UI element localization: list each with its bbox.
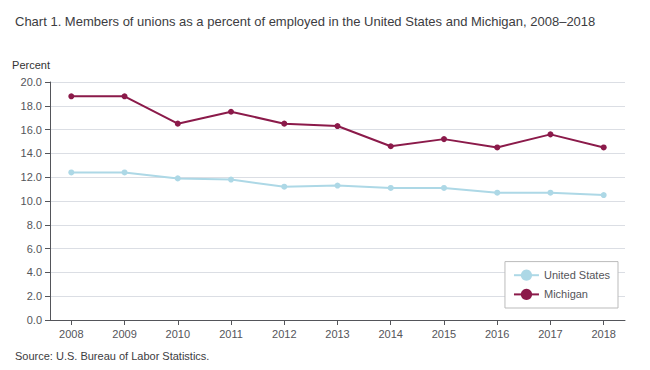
svg-text:6.0: 6.0 bbox=[27, 243, 42, 255]
svg-text:Michigan: Michigan bbox=[544, 288, 588, 300]
svg-text:16.0: 16.0 bbox=[21, 124, 42, 136]
svg-text:18.0: 18.0 bbox=[21, 100, 42, 112]
svg-text:2008: 2008 bbox=[59, 328, 83, 340]
svg-text:2011: 2011 bbox=[219, 328, 243, 340]
svg-text:4.0: 4.0 bbox=[27, 266, 42, 278]
svg-text:2015: 2015 bbox=[432, 328, 456, 340]
svg-text:2016: 2016 bbox=[485, 328, 509, 340]
svg-text:Percent: Percent bbox=[12, 59, 50, 71]
svg-text:8.0: 8.0 bbox=[27, 219, 42, 231]
svg-text:United States: United States bbox=[544, 269, 611, 281]
svg-text:0.0: 0.0 bbox=[27, 314, 42, 326]
svg-text:14.0: 14.0 bbox=[21, 147, 42, 159]
svg-text:Chart 1. Members of unions as: Chart 1. Members of unions as a percent … bbox=[15, 14, 595, 29]
svg-text:2017: 2017 bbox=[538, 328, 562, 340]
svg-text:Source: U.S. Bureau of Labor S: Source: U.S. Bureau of Labor Statistics. bbox=[15, 350, 209, 362]
svg-text:2009: 2009 bbox=[112, 328, 136, 340]
svg-text:20.0: 20.0 bbox=[21, 76, 42, 88]
svg-text:2013: 2013 bbox=[325, 328, 349, 340]
svg-text:2010: 2010 bbox=[166, 328, 190, 340]
svg-text:2018: 2018 bbox=[591, 328, 615, 340]
svg-text:10.0: 10.0 bbox=[21, 195, 42, 207]
svg-text:2.0: 2.0 bbox=[27, 290, 42, 302]
svg-text:12.0: 12.0 bbox=[21, 171, 42, 183]
svg-text:2012: 2012 bbox=[272, 328, 296, 340]
svg-text:2014: 2014 bbox=[378, 328, 402, 340]
